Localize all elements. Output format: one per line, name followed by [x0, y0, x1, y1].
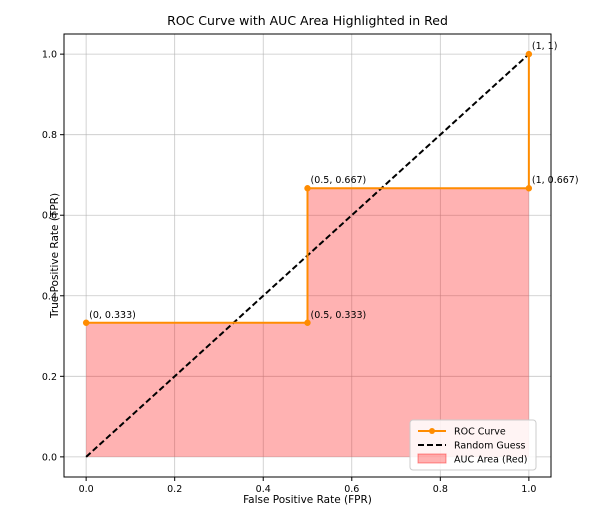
- point-annotation: (0.5, 0.333): [311, 310, 367, 321]
- roc-point: [525, 50, 533, 58]
- y-tick-label: 0.4: [42, 291, 57, 302]
- x-tick-label: 0.0: [79, 484, 94, 495]
- legend: ROC Curve Random Guess AUC Area (Red): [409, 419, 537, 471]
- x-axis-label: False Positive Rate (FPR): [243, 494, 372, 506]
- legend-auc-swatch: [417, 453, 447, 464]
- roc-point: [304, 319, 311, 326]
- point-annotation: (0.5, 0.667): [311, 175, 367, 186]
- plot-frame: [63, 33, 552, 478]
- point-annotation: (0, 0.333): [89, 310, 136, 321]
- y-tick-label: 0.2: [42, 372, 57, 383]
- x-tick-label: 1.0: [521, 484, 536, 495]
- legend-roc-marker: [429, 428, 435, 434]
- legend-roc-label: ROC Curve: [454, 427, 506, 438]
- x-tick-label: 0.4: [256, 484, 271, 495]
- grid-lines: [64, 34, 551, 477]
- y-tick-label: 0.0: [42, 452, 57, 463]
- x-tick-label: 0.8: [433, 484, 448, 495]
- point-annotation: (1, 1): [532, 41, 558, 52]
- roc-point: [82, 319, 90, 326]
- chart-title: ROC Curve with AUC Area Highlighted in R…: [167, 13, 448, 28]
- point-annotation: (1, 0.667): [532, 175, 579, 186]
- roc-point: [304, 185, 311, 192]
- y-axis-label: True Positive Rate (TPR): [49, 193, 61, 319]
- y-tick-label: 1.0: [42, 50, 57, 61]
- legend-random-label: Random Guess: [454, 441, 526, 452]
- roc-point: [525, 185, 533, 192]
- legend-auc-label: AUC Area (Red): [454, 455, 527, 466]
- y-tick-label: 0.6: [42, 211, 57, 222]
- x-tick-label: 0.2: [167, 484, 182, 495]
- x-tick-label: 0.6: [344, 484, 359, 495]
- y-tick-label: 0.8: [42, 130, 57, 141]
- legend-box: [409, 419, 537, 471]
